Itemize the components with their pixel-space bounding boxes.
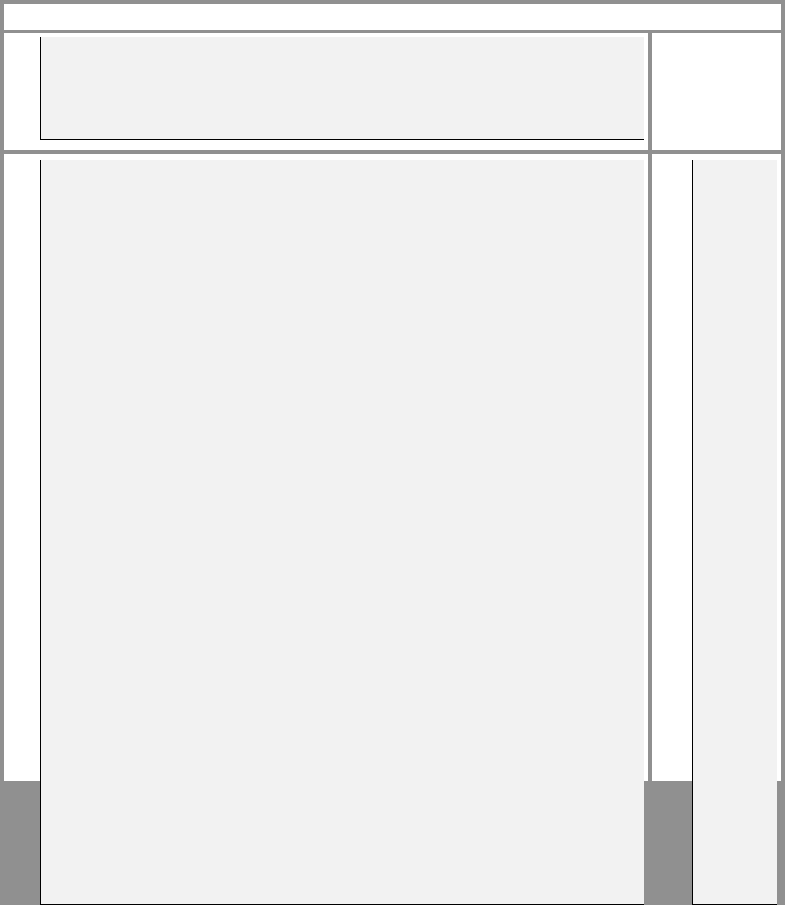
plan-view-map-panel[interactable] xyxy=(4,154,648,905)
map-y-axis-line xyxy=(40,160,41,905)
top-x-axis-line xyxy=(40,139,644,140)
title-bar xyxy=(4,4,781,30)
map-plot-area[interactable] xyxy=(40,160,644,905)
map-boundaries-svg xyxy=(40,160,644,905)
altitude-vs-north-south-panel[interactable] xyxy=(652,154,781,905)
top-plot-area[interactable] xyxy=(40,37,644,140)
lma-display-window xyxy=(4,4,781,905)
right-gridlines xyxy=(692,160,777,905)
top-y-axis-line xyxy=(40,37,41,140)
page-title xyxy=(4,4,781,30)
map-geography xyxy=(40,160,644,905)
altitude-vs-east-west-panel[interactable] xyxy=(4,33,648,150)
right-plot-area[interactable] xyxy=(692,160,777,905)
source-count-panel xyxy=(652,33,781,150)
right-y-axis-line xyxy=(692,160,693,905)
